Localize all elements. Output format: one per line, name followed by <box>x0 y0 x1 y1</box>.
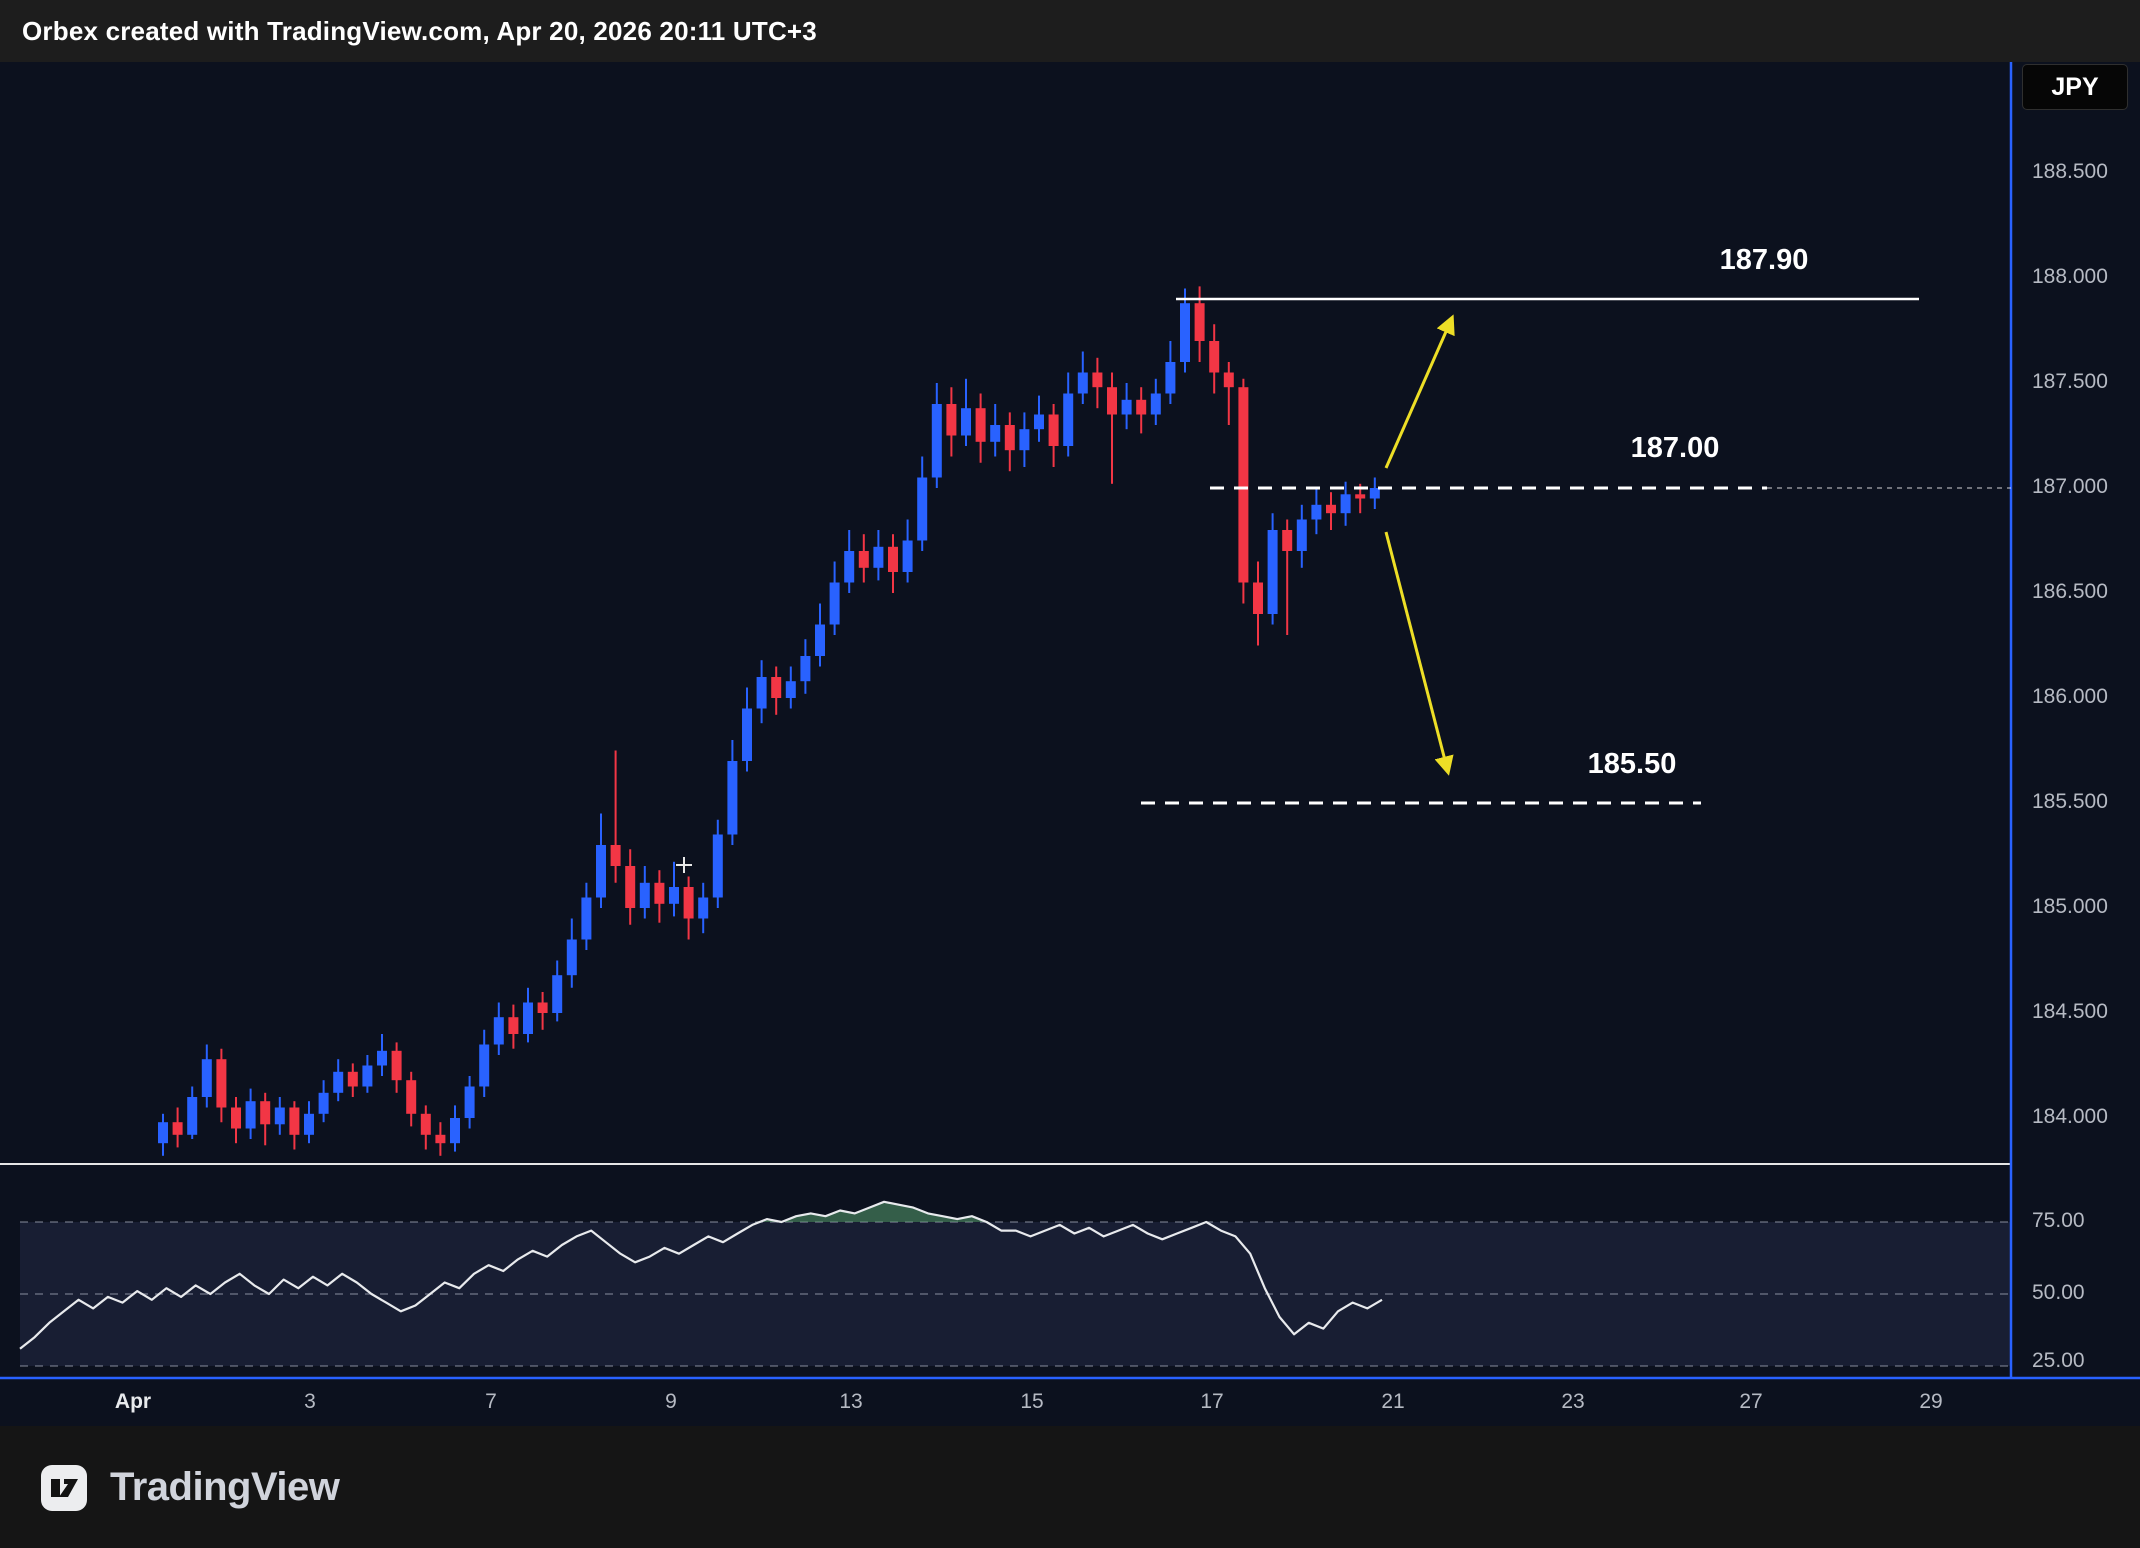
chart-attribution-text: Orbex created with TradingView.com, Apr … <box>22 15 817 46</box>
main-chart-pane[interactable] <box>0 62 2011 1164</box>
price-axis[interactable] <box>2012 62 2140 1378</box>
footer-bar: TradingView <box>0 1426 2140 1548</box>
rsi-pane[interactable] <box>0 1164 2011 1378</box>
tradingview-logo-icon <box>41 1465 87 1511</box>
time-axis[interactable] <box>0 1380 2011 1426</box>
tradingview-brand-text: TradingView <box>110 1464 340 1509</box>
quote-currency-badge: JPY <box>2022 64 2128 110</box>
chart-header: Orbex created with TradingView.com, Apr … <box>0 0 2140 62</box>
tradingview-logo[interactable]: TradingView <box>38 1458 340 1516</box>
